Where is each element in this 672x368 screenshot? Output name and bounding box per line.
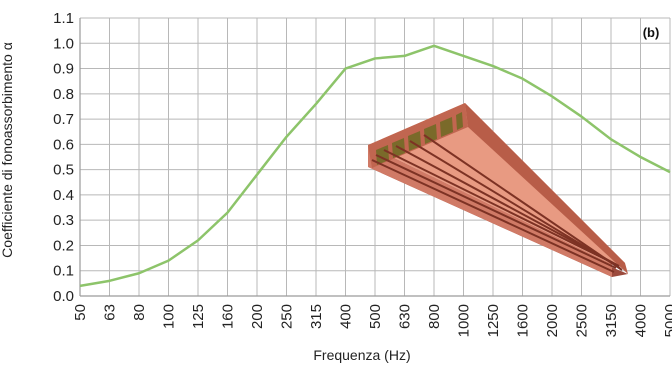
x-tick-label: 200 [249, 304, 266, 329]
x-tick-label: 800 [426, 304, 443, 329]
x-tick-label: 3150 [603, 304, 620, 337]
x-tick-label: 125 [190, 304, 207, 329]
tick-labels: 0.0 0.1 0.2 0.3 0.4 0.5 0.6 0.7 0.8 0.9 1.0 1.1 50 63… [53, 10, 672, 337]
y-tick-label: 0.7 [53, 111, 74, 128]
x-tick-label: 50 [72, 304, 89, 321]
y-tick-label: 0.9 [53, 61, 74, 78]
brick-illustration [368, 103, 628, 277]
x-tick-label: 160 [220, 304, 237, 329]
y-axis-title: Coefficiente di fonoassorbimento α [0, 42, 15, 258]
x-axis-title: Frequenza (Hz) [313, 347, 410, 363]
y-tick-label: 0.2 [53, 237, 74, 254]
x-tick-label: 5000 [662, 304, 672, 337]
x-tick-label: 1250 [485, 304, 502, 337]
x-tick-label: 100 [161, 304, 178, 329]
x-tick-label: 500 [367, 304, 384, 329]
x-tick-label: 4000 [633, 304, 650, 337]
x-tick-label: 2000 [544, 304, 561, 337]
y-tick-label: 0.4 [53, 187, 74, 204]
y-tick-label: 0.0 [53, 288, 74, 305]
y-tick-label: 0.8 [53, 86, 74, 103]
x-tick-label: 400 [338, 304, 355, 329]
y-tick-label: 1.0 [53, 35, 74, 52]
x-tick-label: 1000 [456, 304, 473, 337]
y-tick-label: 0.5 [53, 162, 74, 179]
y-tick-label: 0.1 [53, 263, 74, 280]
series [79, 44, 671, 288]
x-tick-label: 2500 [574, 304, 591, 337]
y-tick-label: 0.3 [53, 212, 74, 229]
x-tick-label: 630 [397, 304, 414, 329]
y-tick-label: 0.6 [53, 136, 74, 153]
x-tick-label: 250 [279, 304, 296, 329]
y-tick-label: 1.1 [53, 10, 74, 27]
x-tick-label: 1600 [515, 304, 532, 337]
x-tick-label: 80 [131, 304, 148, 321]
panel-label: (b) [643, 25, 660, 40]
x-tick-label: 315 [308, 304, 325, 329]
x-tick-label: 63 [102, 304, 119, 321]
